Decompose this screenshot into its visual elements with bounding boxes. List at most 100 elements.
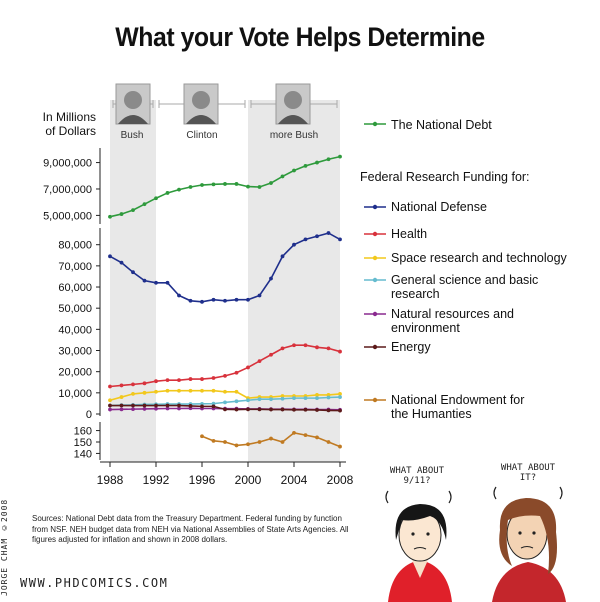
data-point-humanities-20 bbox=[338, 444, 342, 449]
data-point-national_debt-18 bbox=[315, 160, 319, 165]
data-point-health-20 bbox=[338, 349, 342, 354]
left-character-shirt bbox=[388, 560, 452, 602]
data-point-energy-14 bbox=[269, 407, 273, 412]
data-point-humanities-15 bbox=[280, 440, 285, 444]
left-character-eye-left bbox=[411, 532, 415, 536]
data-point-science-9 bbox=[211, 401, 216, 406]
data-point-space-11 bbox=[234, 389, 239, 394]
data-point-health-8 bbox=[200, 377, 204, 381]
data-point-natural-0 bbox=[108, 407, 112, 412]
bubble-right-close-paren bbox=[559, 486, 563, 500]
data-point-natural-5 bbox=[165, 406, 170, 411]
data-point-national_debt-3 bbox=[142, 202, 147, 207]
data-point-space-15 bbox=[280, 394, 285, 398]
data-point-energy-4 bbox=[154, 403, 158, 408]
right-character-eye-left bbox=[518, 531, 522, 535]
data-point-defense-10 bbox=[223, 298, 227, 303]
legend-swatch-dot-space bbox=[372, 255, 378, 261]
left-character-eye-right bbox=[426, 532, 430, 536]
bubble-left-open-paren bbox=[385, 490, 389, 504]
data-point-defense-11 bbox=[234, 297, 239, 302]
x-tick-label-2: 1996 bbox=[189, 473, 216, 487]
data-point-defense-16 bbox=[292, 242, 296, 247]
data-point-energy-3 bbox=[142, 403, 147, 408]
legend-swatch-dot-natural bbox=[372, 311, 378, 317]
legend-swatch-dot-health bbox=[372, 231, 378, 237]
data-point-science-16 bbox=[292, 396, 296, 401]
left-character-neck bbox=[412, 560, 428, 578]
data-point-national_debt-6 bbox=[177, 187, 181, 192]
research-y-tick-label-8: 80,000 bbox=[58, 240, 92, 252]
data-point-health-0 bbox=[108, 384, 112, 389]
legend-swatch-dot-national_debt bbox=[372, 121, 378, 127]
legend-energy: Energy bbox=[391, 340, 431, 354]
legend-science-line1: General science and basic bbox=[391, 273, 539, 287]
data-point-energy-0 bbox=[108, 403, 112, 408]
right-character-eye-right bbox=[532, 531, 536, 535]
era-label-more-bush: more Bush bbox=[269, 130, 319, 141]
data-point-energy-15 bbox=[280, 407, 285, 412]
data-point-energy-5 bbox=[165, 403, 170, 408]
data-point-energy-12 bbox=[246, 407, 250, 412]
research-y-tick-label-0: 0 bbox=[86, 409, 92, 421]
data-point-space-0 bbox=[108, 398, 112, 403]
data-point-defense-9 bbox=[211, 297, 216, 302]
legend-natural: Natural resources and environment bbox=[391, 307, 514, 335]
data-point-science-14 bbox=[269, 397, 273, 402]
legend-federal-header: Federal Research Funding for: bbox=[360, 170, 530, 184]
axes: 1988 1992 1996 2000 2004 2008 5,000,000 7,000,0… bbox=[43, 148, 354, 487]
portrait-head-2 bbox=[284, 91, 302, 109]
y-axis-title-line1: In Millions bbox=[42, 110, 96, 124]
legend-humanities-line2: the Humanties bbox=[391, 407, 472, 421]
comic-characters bbox=[385, 486, 566, 602]
data-point-science-15 bbox=[280, 396, 285, 401]
data-point-humanities-8 bbox=[200, 434, 204, 439]
data-point-health-19 bbox=[326, 346, 331, 351]
data-point-energy-10 bbox=[223, 407, 227, 412]
data-point-energy-8 bbox=[200, 404, 204, 409]
left-character-hair bbox=[395, 504, 447, 540]
data-point-humanities-10 bbox=[223, 440, 227, 444]
research-y-tick-label-2: 20,000 bbox=[58, 367, 92, 379]
data-point-defense-3 bbox=[142, 278, 147, 283]
speech-bubble-left: WHAT ABOUT 9/11? bbox=[382, 466, 452, 486]
y-axis-title: In Millions of Dollars bbox=[38, 110, 96, 138]
data-point-health-2 bbox=[131, 382, 135, 387]
era-portraits bbox=[112, 83, 338, 125]
legend-science: General science and basic research bbox=[391, 273, 538, 301]
speech-right-line2: IT? bbox=[519, 473, 537, 483]
data-point-national_debt-14 bbox=[269, 181, 273, 185]
data-point-space-20 bbox=[338, 391, 342, 396]
speech-bubble-right: WHAT ABOUT IT? bbox=[496, 463, 560, 483]
legend bbox=[364, 121, 386, 403]
data-point-national_debt-4 bbox=[154, 196, 158, 201]
data-point-defense-12 bbox=[246, 297, 250, 302]
data-point-humanities-14 bbox=[269, 436, 273, 441]
data-point-national_debt-12 bbox=[246, 184, 250, 189]
left-character-mouth bbox=[413, 547, 427, 550]
data-point-space-6 bbox=[177, 388, 181, 393]
data-point-energy-13 bbox=[257, 407, 262, 412]
data-point-space-8 bbox=[200, 388, 204, 393]
data-point-natural-1 bbox=[119, 407, 124, 412]
data-point-defense-17 bbox=[303, 237, 308, 242]
legend-science-line2: research bbox=[391, 287, 440, 301]
data-point-energy-7 bbox=[188, 404, 193, 408]
data-point-health-4 bbox=[154, 379, 158, 384]
debt-y-tick-label-0: 5,000,000 bbox=[43, 210, 92, 222]
data-point-energy-17 bbox=[303, 407, 308, 412]
data-point-national_debt-7 bbox=[188, 185, 193, 189]
x-tick-label-3: 2000 bbox=[235, 473, 262, 487]
data-point-national_debt-10 bbox=[223, 182, 227, 186]
data-point-humanities-13 bbox=[257, 440, 262, 444]
data-point-defense-14 bbox=[269, 276, 273, 281]
data-point-national_debt-11 bbox=[234, 182, 239, 186]
data-point-humanities-9 bbox=[211, 438, 216, 443]
data-point-energy-6 bbox=[177, 403, 181, 408]
data-point-national_debt-20 bbox=[338, 154, 342, 159]
data-point-space-3 bbox=[142, 390, 147, 395]
x-tick-label-1: 1992 bbox=[143, 473, 170, 487]
right-character-top bbox=[492, 562, 566, 602]
data-point-space-18 bbox=[315, 393, 319, 397]
data-point-defense-2 bbox=[131, 270, 135, 275]
